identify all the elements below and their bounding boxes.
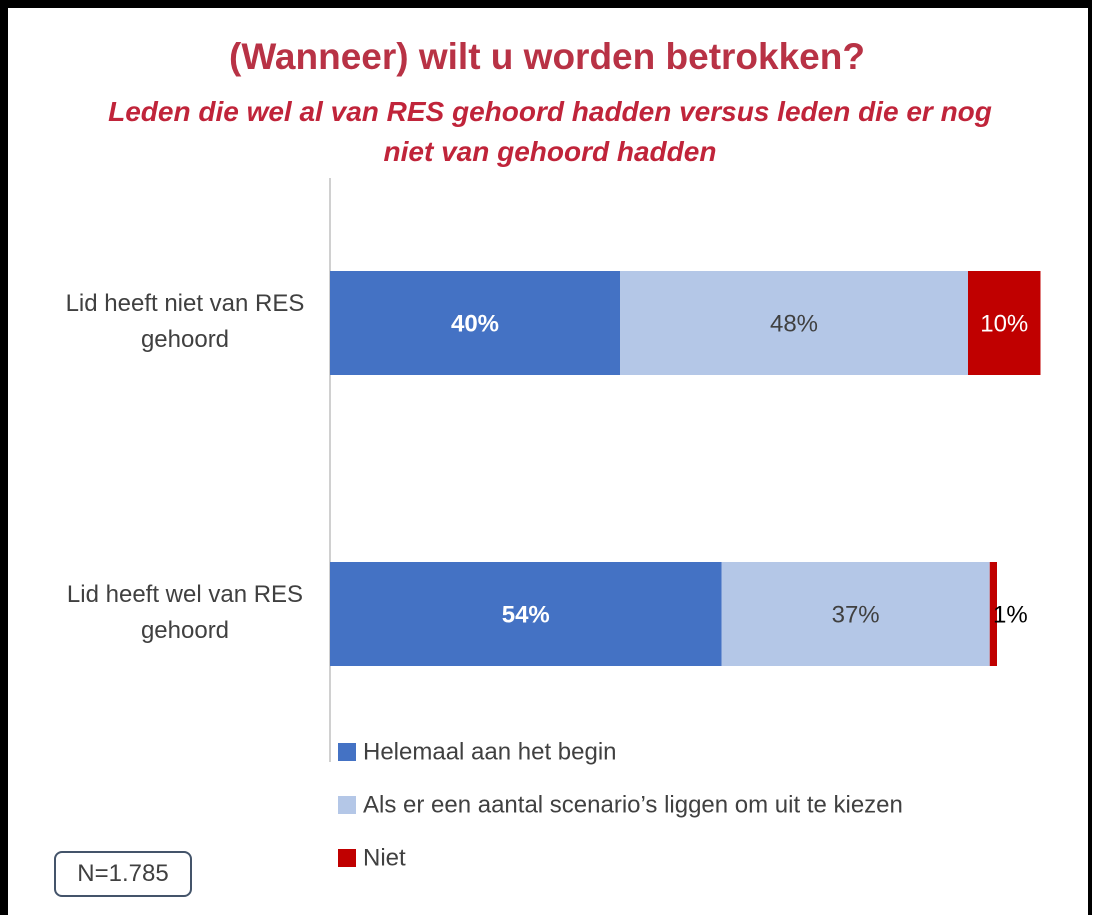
legend-swatch [338,743,356,761]
bar-segment [330,562,722,666]
legend-swatch [338,796,356,814]
data-label: 54% [502,601,550,628]
legend-label: Helemaal aan het begin [363,738,617,765]
data-label: 37% [832,601,880,628]
data-label: 48% [770,310,818,337]
data-label: 10% [980,310,1028,337]
bar-segment [330,271,620,375]
annotation: N=1.785 [54,851,192,897]
legend-swatch [338,849,356,867]
bar-segment [620,271,968,375]
data-label: 40% [451,310,499,337]
bar-segment [721,562,990,666]
legend-label: Als er een aantal scenario’s liggen om u… [363,791,903,818]
category-label: Lid heeft niet van RES gehoord [65,290,305,353]
legend-label: Niet [363,844,406,871]
chart-title: (Wanneer) wilt u worden betrokken? [229,36,865,77]
bar-segment [989,562,997,666]
data-label: 1% [993,601,1028,628]
chart-subtitle: Leden die wel al van RES gehoord hadden … [108,96,992,167]
category-label: Lid heeft wel van RES gehoord [66,581,304,644]
bar-segment [968,271,1041,375]
